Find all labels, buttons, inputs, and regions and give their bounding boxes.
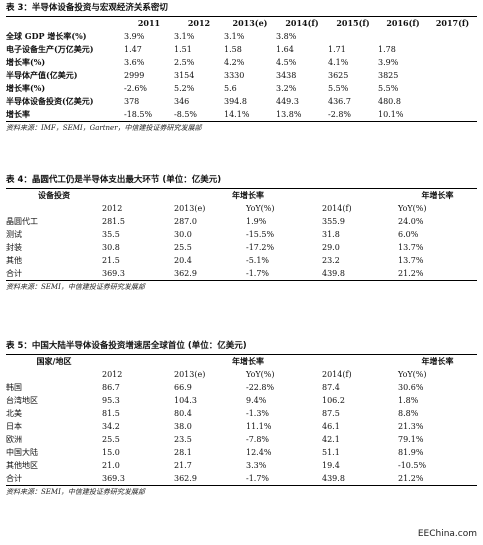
table4-top-rule (6, 187, 477, 189)
table4-title: 表 4：晶圆代工仍是半导体支出最大环节 (单位：亿美元) (6, 175, 222, 185)
table3: 2011 2012 2013(e) 2014(f) 2015(f) 2016(f… (6, 17, 477, 121)
table-row: 其他地区 21.0 21.7 3.3% 19.4 -10.5% (6, 460, 427, 470)
table3-top-rule (6, 15, 477, 17)
table-row: 增长率(%) -2.6% 5.2% 5.6 3.2% 5.5% 5.5% (6, 82, 399, 93)
table5-section: 表 5：中国大陆半导体设备投资增速居全球首位 (单位：亿美元) 国家/地区 年增… (6, 341, 477, 496)
table3-bottom-rule (6, 120, 477, 122)
table4-bottom-rule (6, 279, 477, 281)
table-row: 测试 35.5 30.0 -15.5% 31.8 6.0% (6, 229, 419, 239)
table-row: 增长率 -18.5% -8.5% 14.1% 13.8% -2.8% 10.1% (6, 108, 404, 119)
table-row: 台湾地区 95.3 104.3 9.4% 106.2 1.8% (6, 395, 419, 405)
table5-top-rule (6, 353, 477, 355)
table-row: 全球 GDP 增长率(%) 3.9% 3.1% 3.1% 3.8% (6, 30, 297, 41)
table5-title: 表 5：中国大陆半导体设备投资增速居全球首位 (单位：亿美元) (6, 341, 247, 351)
table-row: 其他 21.5 20.4 -5.1% 23.2 13.7% (6, 255, 424, 265)
table-row: 封装 30.8 25.5 -17.2% 29.0 13.7% (6, 242, 424, 252)
table-row: 日本 34.2 38.0 11.1% 46.1 21.3% (6, 421, 424, 431)
table4-header-sub: 2012 2013(e) YoY(%) 2014(f) YoY(%) (102, 203, 427, 213)
table5-source: 资料来源：SEMI，中信建投证券研究发展部 (6, 487, 145, 496)
table4-header-top: 设备投资 年增长率 年增长率 (38, 189, 454, 200)
table-row: 半导体设备投资(亿美元) 378 346 394.8 449.3 436.7 480.8 (6, 95, 401, 106)
table-row: 晶圆代工 281.5 287.0 1.9% 355.9 24.0% (6, 216, 424, 226)
table4-source: 资料来源：SEMI，中信建投证券研究发展部 (6, 282, 145, 291)
table-row: 电子设备生产(万亿美元) 1.47 1.51 1.58 1.64 1.71 1.78 (6, 43, 396, 54)
table3-section: 表 3：半导体设备投资与宏观经济关系密切 2011 2012 2013(e) 2… (6, 3, 477, 132)
table-row: 欧洲 25.5 23.5 -7.8% 42.1 79.1% (6, 434, 424, 444)
table3-title: 表 3：半导体设备投资与宏观经济关系密切 (6, 3, 168, 13)
table-row: 韩国 86.7 66.9 -22.8% 87.4 30.6% (6, 382, 424, 392)
table-row: 北美 81.5 80.4 -1.3% 87.5 8.8% (6, 408, 419, 418)
table5: 国家/地区 年增长率 年增长率 2012 2013(e) YoY(%) 2014… (6, 355, 477, 485)
table4-section: 表 4：晶圆代工仍是半导体支出最大环节 (单位：亿美元) 设备投资 年增长率 年… (6, 175, 477, 291)
table3-header-row: 2011 2012 2013(e) 2014(f) 2015(f) 2016(f… (137, 17, 470, 28)
table-row: 中国大陆 15.0 28.1 12.4% 51.1 81.9% (6, 447, 424, 457)
table-row: 增长率(%) 3.6% 2.5% 4.2% 4.5% 4.1% 3.9% (6, 56, 399, 67)
table3-source: 资料来源：IMF，SEMI，Gartner，中信建投证券研究发展部 (6, 123, 202, 132)
watermark: EEChina.com (417, 528, 477, 539)
table-row: 半导体产值(亿美元) 2999 3154 3330 3438 3625 3825 (6, 69, 399, 80)
table-row: 合计 369.3 362.9 -1.7% 439.8 21.2% (6, 268, 424, 278)
table5-header-sub: 2012 2013(e) YoY(%) 2014(f) YoY(%) (102, 369, 427, 379)
table5-bottom-rule (6, 484, 477, 486)
table-row: 合计 369.3 362.9 -1.7% 439.8 21.2% (6, 473, 424, 483)
table4: 设备投资 年增长率 年增长率 2012 2013(e) YoY(%) 2014(… (6, 189, 477, 280)
table5-header-top: 国家/地区 年增长率 年增长率 (36, 355, 454, 366)
